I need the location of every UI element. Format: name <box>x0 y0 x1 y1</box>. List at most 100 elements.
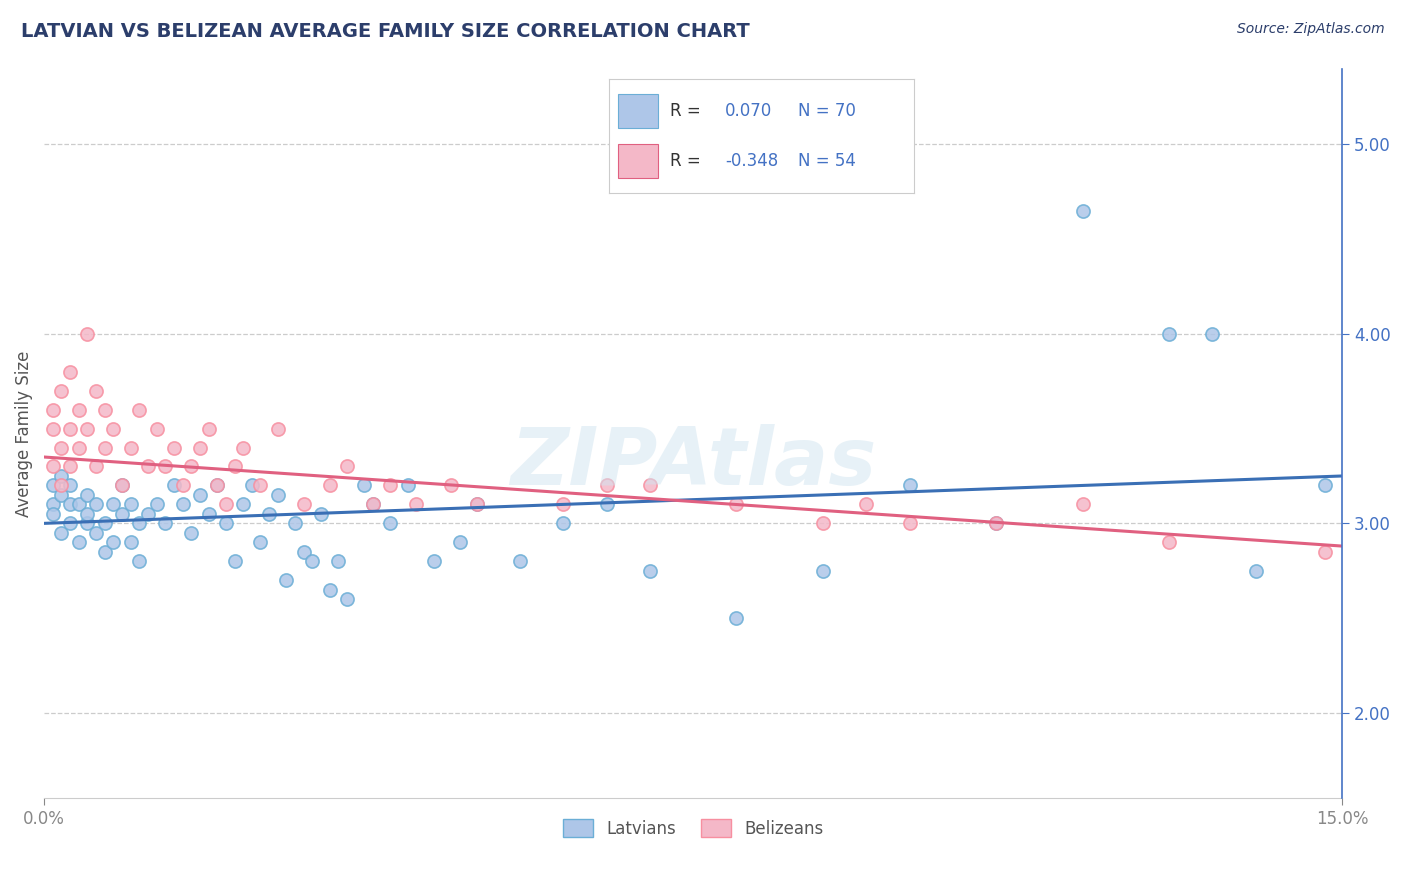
Point <box>284 516 307 531</box>
Point <box>197 421 219 435</box>
Point <box>128 402 150 417</box>
Point <box>205 478 228 492</box>
Point <box>1071 497 1094 511</box>
Point <box>449 535 471 549</box>
Point <box>111 507 134 521</box>
Point <box>811 564 834 578</box>
Point <box>155 459 177 474</box>
Point <box>42 507 65 521</box>
Point <box>319 478 342 492</box>
Point <box>103 497 125 511</box>
Point <box>224 459 246 474</box>
Point <box>163 441 186 455</box>
Point <box>51 478 73 492</box>
Point <box>249 535 271 549</box>
Point <box>136 459 159 474</box>
Point <box>42 421 65 435</box>
Point <box>353 478 375 492</box>
Point <box>380 478 402 492</box>
Point <box>145 421 167 435</box>
Point <box>172 497 194 511</box>
Point <box>120 497 142 511</box>
Point <box>361 497 384 511</box>
Point <box>51 441 73 455</box>
Point <box>111 478 134 492</box>
Point <box>898 516 921 531</box>
Point <box>984 516 1007 531</box>
Point <box>93 545 115 559</box>
Point <box>93 516 115 531</box>
Point <box>76 326 98 341</box>
Point <box>59 478 82 492</box>
Point <box>93 441 115 455</box>
Point <box>292 545 315 559</box>
Point <box>120 535 142 549</box>
Point <box>1244 564 1267 578</box>
Point <box>336 592 359 607</box>
Point <box>163 478 186 492</box>
Point <box>59 421 82 435</box>
Point <box>155 516 177 531</box>
Point <box>42 478 65 492</box>
Point <box>553 497 575 511</box>
Point <box>336 459 359 474</box>
Point <box>465 497 488 511</box>
Point <box>103 535 125 549</box>
Point <box>59 516 82 531</box>
Point <box>465 497 488 511</box>
Point <box>76 507 98 521</box>
Point <box>128 516 150 531</box>
Point <box>172 478 194 492</box>
Point <box>396 478 419 492</box>
Point <box>51 384 73 398</box>
Point <box>292 497 315 511</box>
Point <box>67 441 90 455</box>
Point <box>205 478 228 492</box>
Point <box>1313 478 1336 492</box>
Point <box>42 402 65 417</box>
Point <box>103 421 125 435</box>
Point <box>1159 326 1181 341</box>
Point <box>595 478 617 492</box>
Point <box>42 497 65 511</box>
Y-axis label: Average Family Size: Average Family Size <box>15 351 32 516</box>
Point <box>725 611 748 625</box>
Point <box>855 497 877 511</box>
Point <box>509 554 531 568</box>
Point <box>76 488 98 502</box>
Point <box>136 507 159 521</box>
Point <box>232 497 254 511</box>
Point <box>898 478 921 492</box>
Point <box>51 469 73 483</box>
Legend: Latvians, Belizeans: Latvians, Belizeans <box>557 813 830 845</box>
Point <box>145 497 167 511</box>
Point <box>51 525 73 540</box>
Point <box>984 516 1007 531</box>
Point <box>267 421 290 435</box>
Point <box>224 554 246 568</box>
Point <box>440 478 463 492</box>
Point <box>42 459 65 474</box>
Point <box>319 582 342 597</box>
Point <box>67 535 90 549</box>
Point <box>51 488 73 502</box>
Point <box>301 554 323 568</box>
Point <box>267 488 290 502</box>
Point <box>188 441 211 455</box>
Text: LATVIAN VS BELIZEAN AVERAGE FAMILY SIZE CORRELATION CHART: LATVIAN VS BELIZEAN AVERAGE FAMILY SIZE … <box>21 22 749 41</box>
Point <box>232 441 254 455</box>
Point <box>553 516 575 531</box>
Point <box>1071 203 1094 218</box>
Point <box>725 497 748 511</box>
Point <box>361 497 384 511</box>
Point <box>197 507 219 521</box>
Point <box>276 573 298 587</box>
Point <box>240 478 263 492</box>
Point <box>67 402 90 417</box>
Point <box>84 384 107 398</box>
Point <box>180 459 202 474</box>
Point <box>188 488 211 502</box>
Point <box>128 554 150 568</box>
Point <box>84 497 107 511</box>
Text: ZIPAtlas: ZIPAtlas <box>510 424 876 501</box>
